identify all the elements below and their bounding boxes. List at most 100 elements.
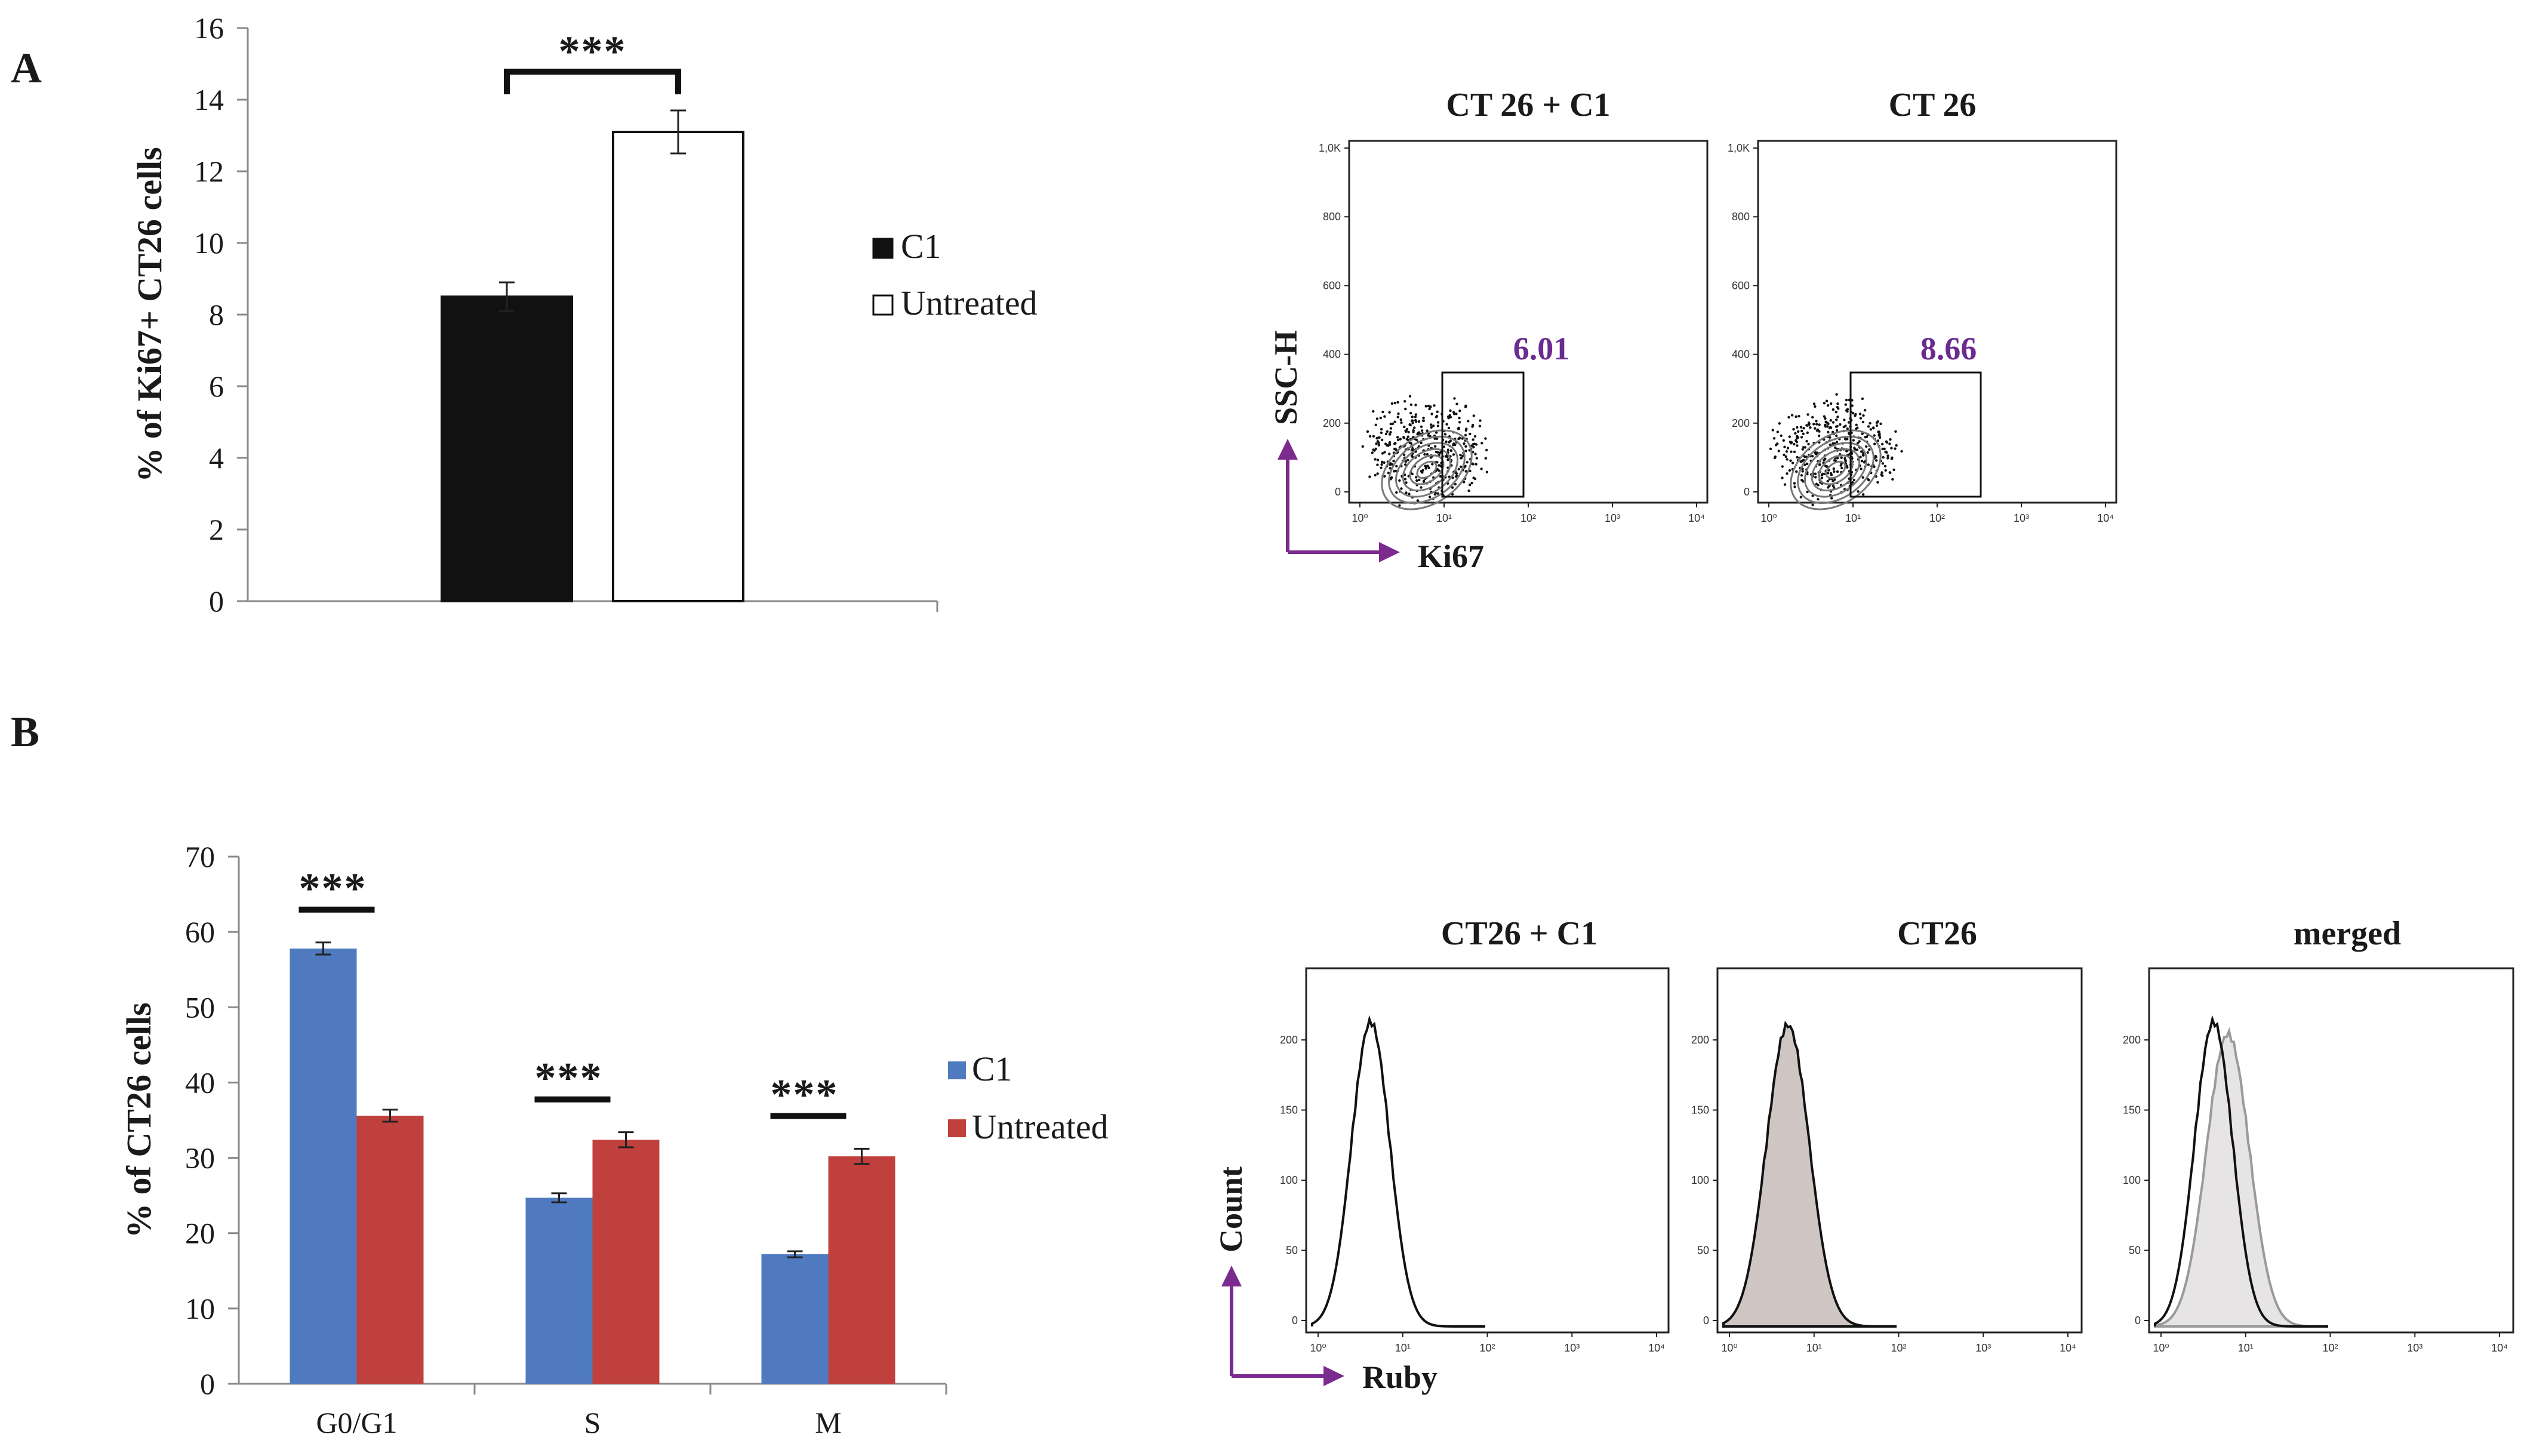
flow-a-event [1802,427,1805,430]
flow-a-event [1446,448,1449,451]
flow-a-event [1466,461,1469,464]
flow-a-event [1405,427,1409,431]
flow-a-xtick-label: 10² [1929,512,1945,524]
flow-a-event [1793,442,1796,446]
flow-a-event [1845,399,1848,402]
flow-a-event [1426,453,1429,456]
flow-a-xtick-label: 10³ [2014,512,2029,524]
flow-a-event [1439,475,1442,478]
flow-a-event [1431,463,1434,466]
flow-a-event [1868,448,1871,451]
flow-a-event [1837,407,1840,410]
flow-a-event [1380,466,1383,469]
flow-a-event [1827,430,1830,434]
flow-a-y-arrowhead [1278,439,1298,460]
flow-a-event [1392,460,1395,463]
flow-a-ytick-label: 800 [1732,211,1750,223]
flow-a-event [1872,427,1875,430]
flow-a-event [1449,415,1452,418]
flow-a-event [1806,413,1809,416]
flow-a-ytick-label: 1,0K [1728,142,1750,154]
flow-a-event [1455,475,1458,478]
flow-a-event [1863,461,1866,464]
flow-a-event [1817,484,1820,487]
flow-a-event [1464,405,1467,408]
flow-a-event [1881,442,1884,446]
flow-b-xtick-label: 10¹ [1395,1342,1411,1354]
flow-a-event [1878,436,1882,439]
flow-a-event [1394,469,1398,473]
flow-a-event [1802,432,1805,435]
flow-b-ytick-label: 0 [2135,1315,2141,1326]
flow-a-event [1883,464,1887,468]
flow-a-event [1397,412,1400,415]
flow-a-frame-2 [1757,140,2117,504]
flow-a-event [1455,402,1458,405]
flow-a-x-arrowhead [1379,542,1400,562]
flow-a-event [1413,426,1416,429]
flow-a-event [1388,433,1392,436]
flow-a-event [1464,470,1467,473]
flow-a-event [1777,450,1780,453]
flow-a-event [1788,435,1791,438]
flow-a-event [1886,457,1889,460]
flow-a-event [1776,442,1779,445]
flow-a-event [1455,472,1458,475]
flow-a-event [1454,482,1457,486]
flow-a-event [1380,438,1384,442]
flow-a-ytick-label: 200 [1323,417,1341,429]
flow-a-event [1795,437,1799,440]
flow-a-event [1815,452,1818,455]
flow-a-event [1785,450,1789,453]
flow-a-event [1880,471,1883,474]
flow-a-event [1478,424,1482,427]
flow-a-event [1832,421,1835,424]
flow-a-event [1832,408,1835,411]
y-tick-label: 0 [200,1367,215,1400]
flow-a-event [1406,458,1409,461]
flow-b-ytick-label: 150 [1280,1104,1298,1116]
flow-a-event [1380,427,1383,431]
flow-a-event [1393,420,1396,423]
flow-a-event [1797,430,1800,433]
flow-a-event [1393,442,1396,445]
flow-a-event [1402,436,1405,439]
flow-a-event [1815,420,1818,423]
flow-b-frame-1 [1305,967,1670,1334]
flow-a-event [1835,429,1839,432]
flow-a-event [1449,449,1453,453]
flow-b-xtick-label: 10³ [2407,1342,2423,1354]
flow-a-ytick-label: 0 [1744,486,1750,498]
flow-a-event [1400,421,1403,424]
flow-a-event [1851,481,1854,484]
flow-a-event [1409,411,1412,415]
histogram-ct26 [1722,1020,1897,1328]
flow-a-event [1451,486,1454,489]
flow-a-event [1446,458,1449,461]
flow-a-event [1823,402,1826,405]
panel-label-b: B [11,708,39,756]
flow-a-event [1424,405,1427,408]
flow-a-event [1381,460,1384,463]
flow-a-event [1399,418,1402,421]
flow-a-event [1824,417,1827,420]
flow-a-event [1867,425,1870,428]
flow-a-event [1791,461,1794,464]
flow-a-event [1794,439,1797,442]
flow-a-event [1395,491,1398,494]
flow-a-event [1435,437,1439,440]
flow-a-event [1836,402,1839,405]
flow-a-event [1818,430,1821,433]
flow-b-xtick-label: 10² [2322,1342,2338,1354]
flow-a-event [1880,473,1883,476]
flow-b-ylabel: Count [1213,1166,1249,1252]
flow-a-event [1389,478,1392,481]
flow-a-event [1836,457,1839,460]
flow-a-event [1473,435,1477,438]
flow-a-event [1835,441,1839,444]
flow-a-event [1393,402,1396,405]
flow-a-event [1855,427,1858,430]
flow-a-event [1862,493,1865,496]
flow-a-event [1407,430,1410,434]
flow-a-event [1383,461,1386,464]
